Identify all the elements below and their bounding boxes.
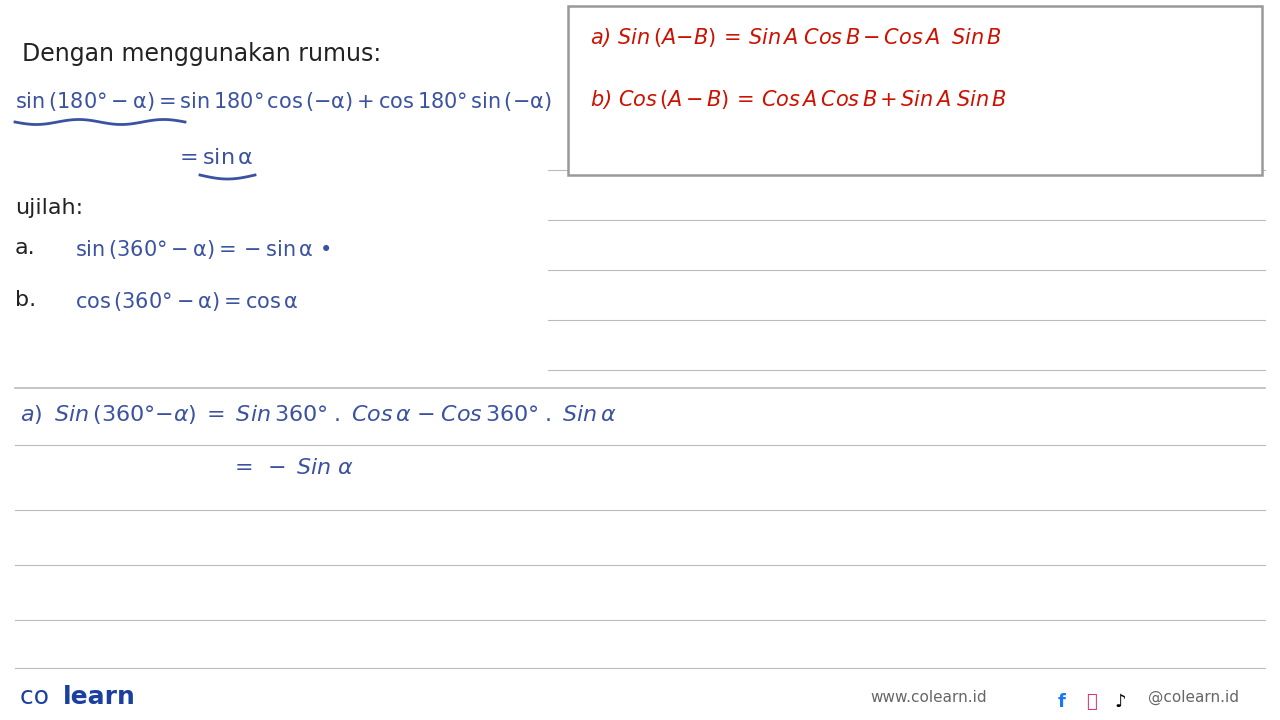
FancyBboxPatch shape <box>568 6 1262 175</box>
Text: $\mathrm{sin\,(180°-\alpha)=sin\,180°\,cos\,(-\alpha)+cos\,180°\,sin\,(-\alpha)}: $\mathrm{sin\,(180°-\alpha)=sin\,180°\,c… <box>15 90 552 113</box>
Text: co: co <box>20 685 58 709</box>
Text: a.: a. <box>15 238 36 258</box>
Text: f: f <box>1059 693 1066 711</box>
Text: Dengan menggunakan rumus:: Dengan menggunakan rumus: <box>22 42 381 66</box>
Text: ujilah:: ujilah: <box>15 198 83 218</box>
Text: learn: learn <box>63 685 136 709</box>
Text: Ⓘ: Ⓘ <box>1085 693 1097 711</box>
Text: b.: b. <box>15 290 36 310</box>
Text: b) $\mathit{Cos\,(A\,{-}\,B)\,{=}\,Cos\,A\,Cos\,B\,{+}\,Sin\,A\;Sin\,B}$: b) $\mathit{Cos\,(A\,{-}\,B)\,{=}\,Cos\,… <box>590 88 1007 111</box>
Text: $\mathrm{=sin\,\alpha}$: $\mathrm{=sin\,\alpha}$ <box>175 148 253 168</box>
Text: a) $\mathit{Sin\,(A{-}B)\,{=}\,Sin\,A\;Cos\,B\,{-}\,Cos\,A\;\;Sin\,B}$: a) $\mathit{Sin\,(A{-}B)\,{=}\,Sin\,A\;C… <box>590 26 1002 49</box>
Text: $\mathit{=\;-\;Sin\;\alpha}$: $\mathit{=\;-\;Sin\;\alpha}$ <box>230 458 353 478</box>
Text: ♪: ♪ <box>1114 693 1125 711</box>
Text: @colearn.id: @colearn.id <box>1148 690 1239 705</box>
Text: $\mathrm{sin\,(360°-\alpha)=-sin\,\alpha}$ •: $\mathrm{sin\,(360°-\alpha)=-sin\,\alpha… <box>76 238 330 261</box>
Text: www.colearn.id: www.colearn.id <box>870 690 987 705</box>
Text: $\mathit{a)\;\;Sin\,(360°{-}\alpha)\;{=}\;Sin\,360°\;.\;Cos\,\alpha\;{-}\;Cos\,3: $\mathit{a)\;\;Sin\,(360°{-}\alpha)\;{=}… <box>20 403 617 426</box>
Text: $\mathrm{cos\,(360°-\alpha)=cos\,\alpha}$: $\mathrm{cos\,(360°-\alpha)=cos\,\alpha}… <box>76 290 298 313</box>
